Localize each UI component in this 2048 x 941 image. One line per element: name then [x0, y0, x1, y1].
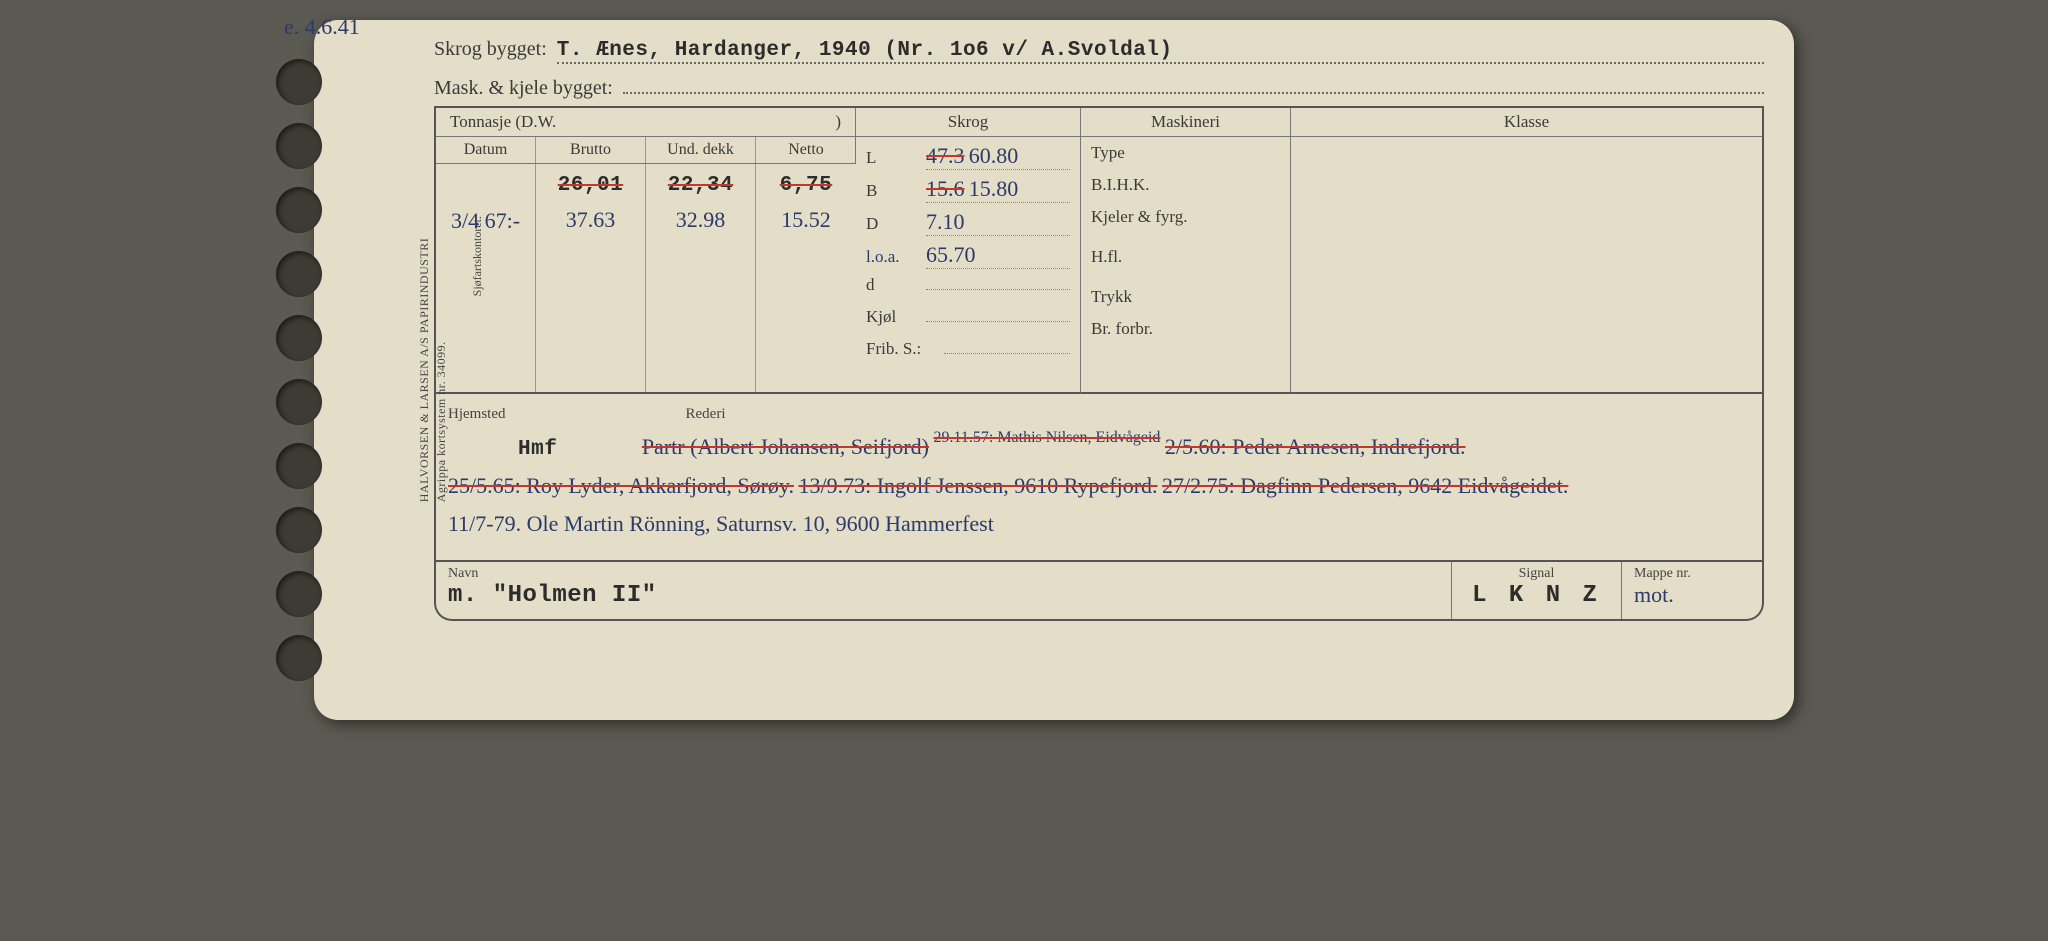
l-new: 60.80 — [969, 143, 1019, 168]
cell-datum: 3/4 67:- — [436, 164, 536, 392]
hole — [276, 379, 322, 425]
hole — [276, 251, 322, 297]
col-datum: Datum — [436, 137, 536, 163]
mappe-cell: Mappe nr. mot. — [1622, 562, 1762, 619]
office-sidetext: Sjøfartskontoret. — [470, 216, 485, 296]
r2-netto: 15.52 — [760, 207, 852, 233]
sidetext-line1: HALVORSEN & LARSEN A/S PAPIRINDUSTRI — [417, 238, 431, 503]
col-netto: Netto — [756, 137, 856, 163]
row-skrog-bygget: Skrog bygget: T. Ænes, Hardanger, 1940 (… — [434, 38, 1764, 64]
hjemsted-label: Hjemsted — [448, 402, 506, 428]
kjeler-label: Kjeler & fyrg. — [1091, 207, 1187, 227]
hole — [276, 507, 322, 553]
rederi-section: Hjemsted Rederi Hmf Partr (Albert Johans… — [434, 394, 1764, 562]
hole — [276, 187, 322, 233]
b-new: 15.80 — [969, 176, 1019, 201]
rederi-line1b: 2/5.60: Peder Arnesen, Indrefjord. — [1165, 434, 1466, 459]
r2-datum: 3/4 67:- — [440, 208, 531, 234]
br-label: Br. forbr. — [1091, 319, 1153, 339]
mappe-value: mot. — [1634, 582, 1750, 608]
main-grid: Tonnasje (D.W. ) Skrog Maskineri Klasse … — [434, 106, 1764, 394]
klasse-body — [1291, 137, 1762, 394]
mappe-label: Mappe nr. — [1634, 566, 1750, 582]
label-mask-bygget: Mask. & kjele bygget: — [434, 77, 613, 100]
signal-label: Signal — [1464, 566, 1609, 582]
col-und-dekk: Und. dekk — [646, 137, 756, 163]
cell-brutto: 26,01 37.63 — [536, 164, 646, 392]
rederi-line2b: 13/9.73: Ingolf Jenssen, 9610 Rypefjord. — [799, 473, 1158, 498]
d2-label: d — [866, 275, 918, 295]
r2-brutto: 37.63 — [540, 207, 641, 233]
tonnage-label-right: ) — [835, 112, 841, 132]
r2-und: 32.98 — [650, 207, 751, 233]
tonnage-subheader: Datum Brutto Und. dekk Netto — [436, 137, 856, 164]
label-skrog-bygget: Skrog bygget: — [434, 38, 547, 61]
rederi-line3: 11/7-79. Ole Martin Rönning, Saturnsv. 1… — [448, 511, 994, 536]
kjol-label: Kjøl — [866, 307, 918, 327]
navn-label: Navn — [448, 566, 1439, 582]
punch-holes — [254, 20, 344, 720]
signal-value: L K N Z — [1464, 582, 1609, 609]
navn-cell: Navn m. "Holmen II" — [436, 562, 1452, 619]
tonnage-header: Tonnasje (D.W. ) — [436, 108, 856, 137]
hole — [276, 443, 322, 489]
loa-val: 65.70 — [926, 242, 1070, 269]
hole — [276, 59, 322, 105]
hole — [276, 635, 322, 681]
hjemsted-value: Hmf — [518, 438, 557, 461]
r1-brutto: 26,01 — [540, 174, 641, 197]
col-brutto: Brutto — [536, 137, 646, 163]
l-label: L — [866, 148, 918, 168]
rederi-line1note: 29.11.57: Mathis Nilsen, Eidvågeid — [933, 429, 1160, 446]
skrog-body: L 47.3 60.80 B 15.6 15.80 D 7.10 l.o.a. … — [856, 137, 1081, 394]
d-label: D — [866, 214, 918, 234]
maskineri-header: Maskineri — [1081, 108, 1291, 137]
bottom-row: Navn m. "Holmen II" Signal L K N Z Mappe… — [434, 562, 1764, 621]
hole — [276, 571, 322, 617]
signal-cell: Signal L K N Z — [1452, 562, 1622, 619]
b-label: B — [866, 181, 918, 201]
bihk-label: B.I.H.K. — [1091, 175, 1150, 195]
hfl-label: H.fl. — [1091, 247, 1122, 267]
tonnage-data: 3/4 67:- 26,01 37.63 22,34 32.98 6,75 15… — [436, 164, 856, 394]
rederi-line2a: 25/5.65: Roy Lyder, Akkarfjord, Sørøy. — [448, 473, 794, 498]
hole — [276, 315, 322, 361]
navn-value: m. "Holmen II" — [448, 582, 1439, 609]
cell-und: 22,34 32.98 — [646, 164, 756, 392]
rederi-line2c: 27/2.75: Dagfinn Pedersen, 9642 Eidvågei… — [1162, 473, 1568, 498]
b-old: 15.6 — [926, 176, 965, 201]
card-body: HALVORSEN & LARSEN A/S PAPIRINDUSTRI Agr… — [314, 20, 1794, 720]
rederi-label: Rederi — [686, 402, 726, 428]
value-mask-bygget — [623, 70, 1764, 94]
type-label: Type — [1091, 143, 1125, 163]
tonnage-label-left: Tonnasje (D.W. — [450, 112, 556, 132]
r1-und: 22,34 — [650, 174, 751, 197]
d-val: 7.10 — [926, 209, 1070, 236]
l-old: 47.3 — [926, 143, 965, 168]
r1-netto: 6,75 — [760, 174, 852, 197]
row-mask-bygget: Mask. & kjele bygget: — [434, 70, 1764, 100]
frib-label: Frib. S.: — [866, 339, 936, 359]
index-card: HALVORSEN & LARSEN A/S PAPIRINDUSTRI Agr… — [254, 20, 1794, 720]
rederi-line1a: Partr (Albert Johansen, Seifjord) — [642, 434, 929, 459]
hole — [276, 123, 322, 169]
maskineri-body: Type B.I.H.K. Kjeler & fyrg. H.fl. Trykk… — [1081, 137, 1291, 394]
trykk-label: Trykk — [1091, 287, 1132, 307]
cell-netto: 6,75 15.52 — [756, 164, 856, 392]
loa-label: l.o.a. — [866, 247, 918, 267]
skrog-header: Skrog — [856, 108, 1081, 137]
klasse-header: Klasse — [1291, 108, 1762, 137]
value-skrog-bygget: T. Ænes, Hardanger, 1940 (Nr. 1o6 v/ A.S… — [557, 39, 1764, 64]
